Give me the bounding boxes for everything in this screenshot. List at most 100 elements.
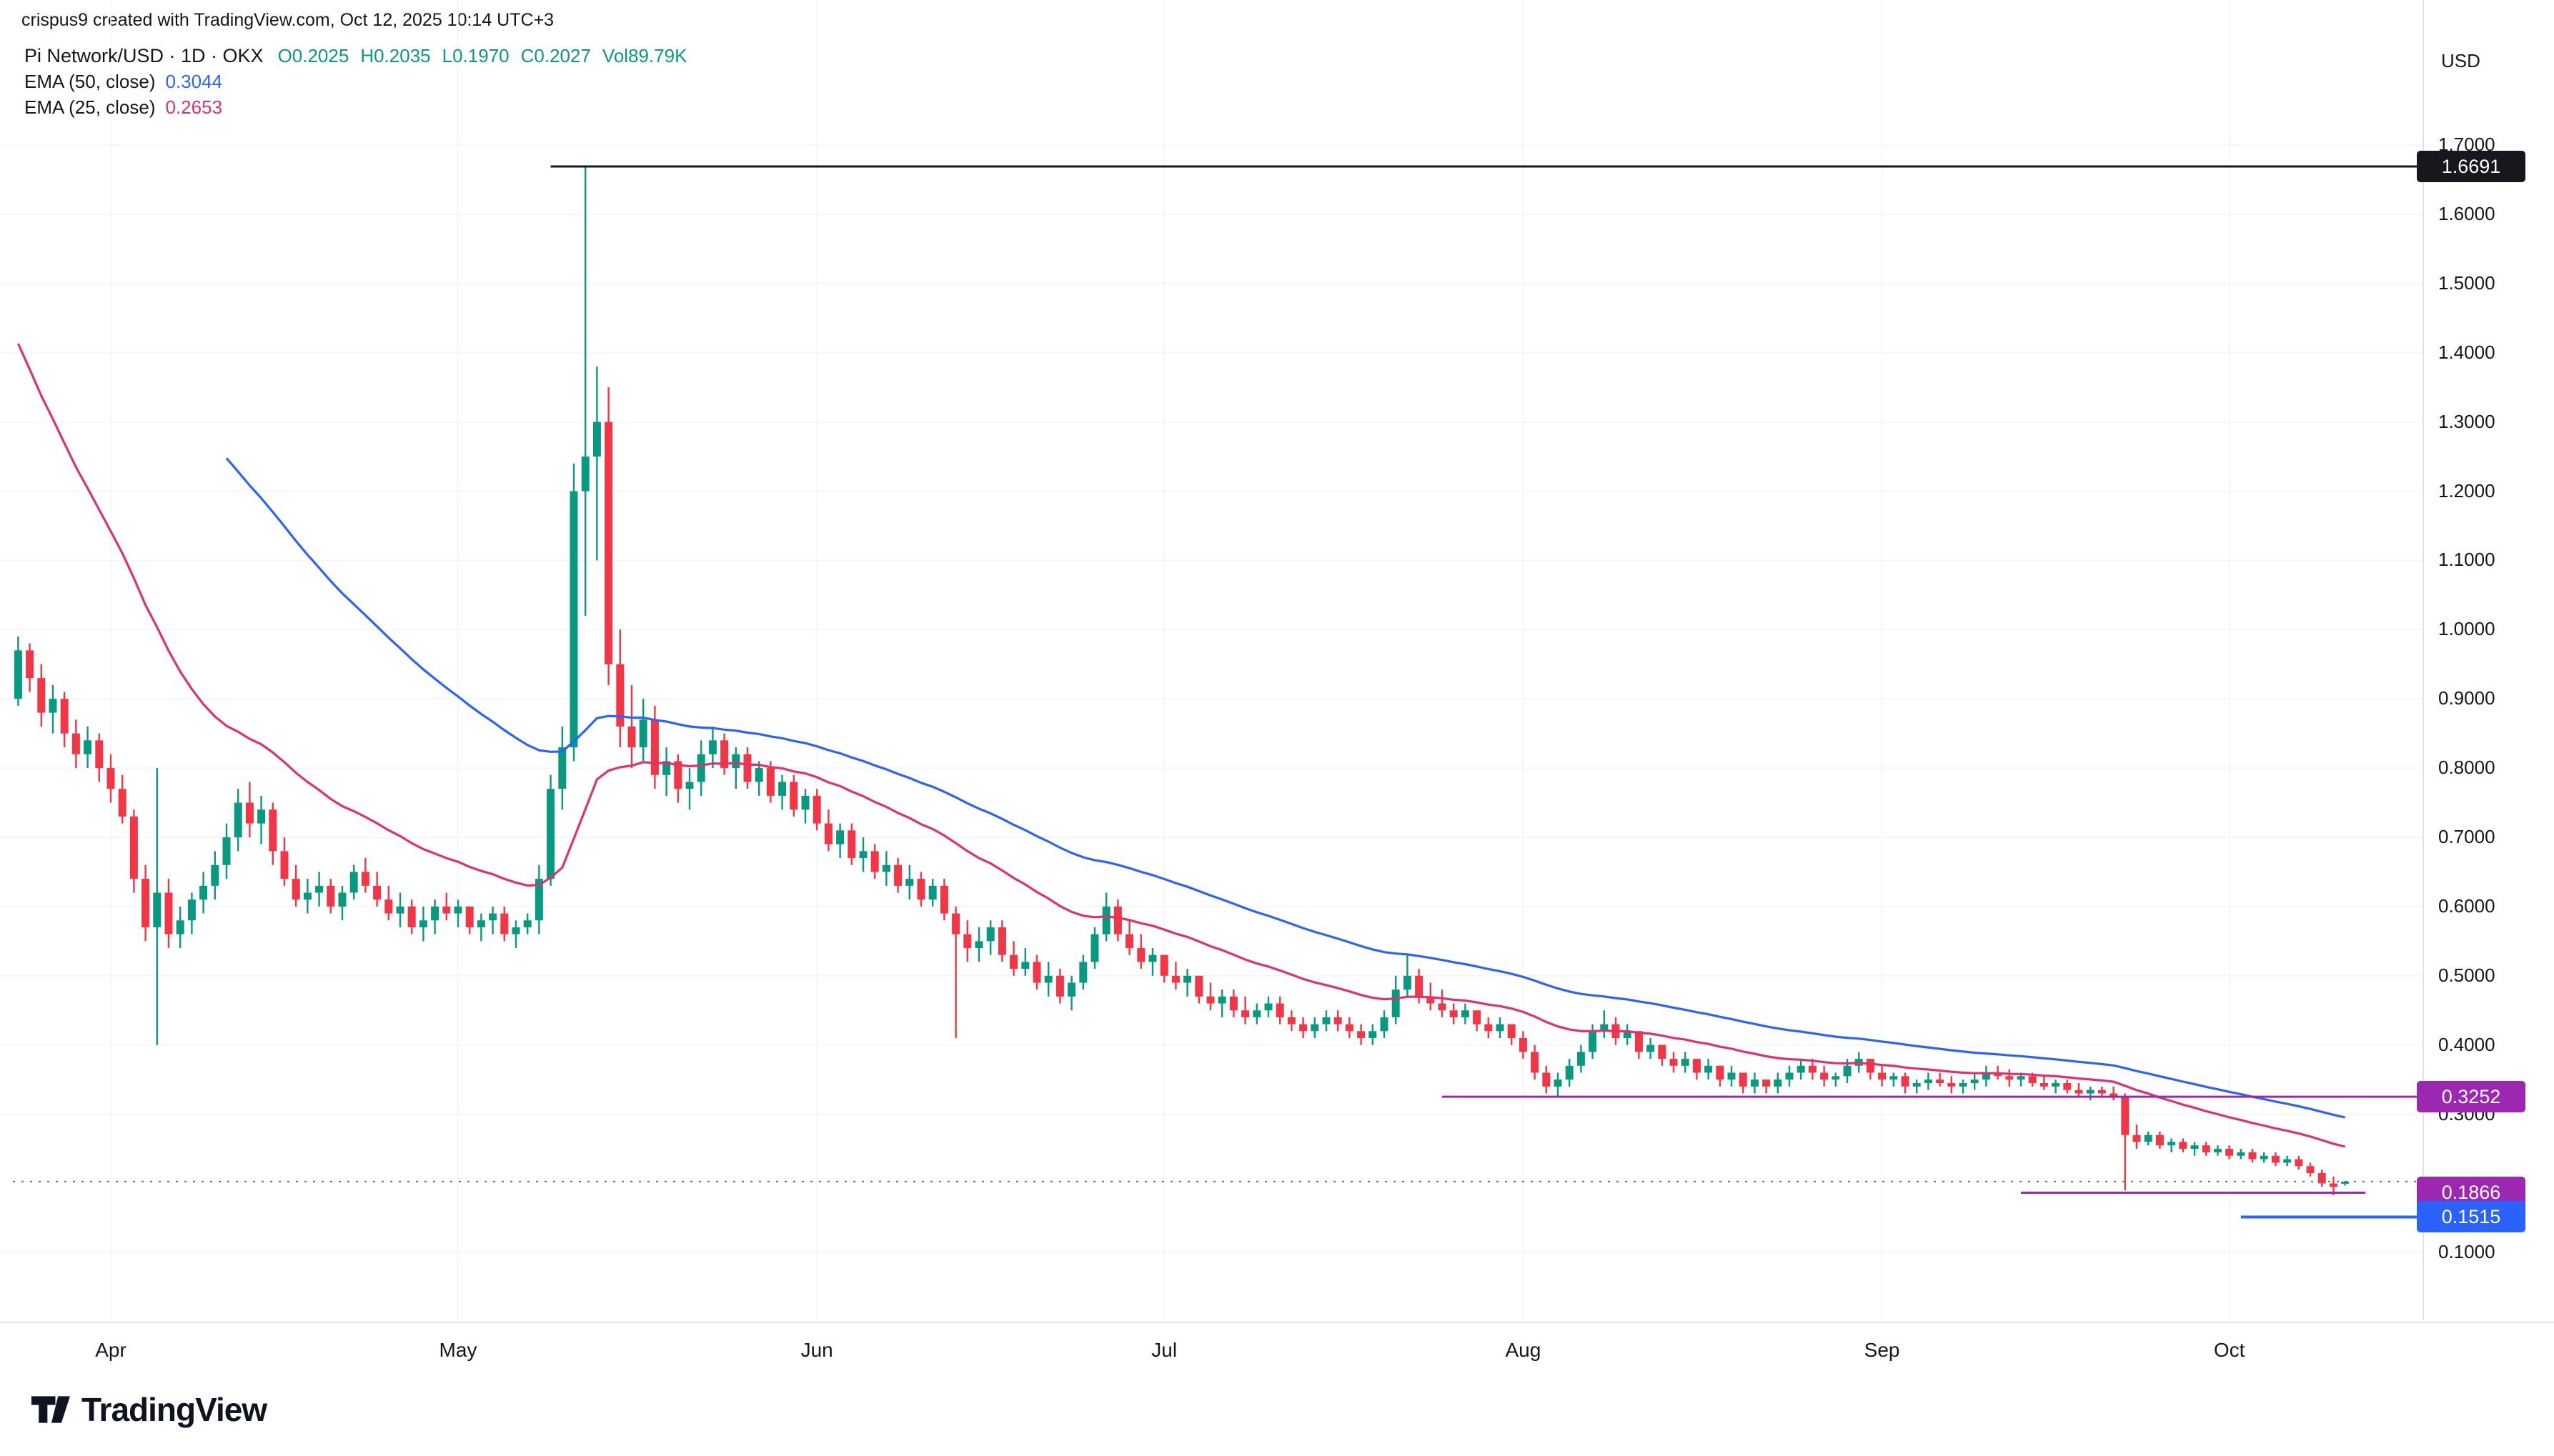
candle-body[interactable] [859,851,868,859]
ema25-row[interactable]: EMA (25, close) 0.2653 [24,94,698,120]
candle-body[interactable] [2028,1076,2037,1083]
candle-body[interactable] [2237,1152,2245,1156]
candle-body[interactable] [743,754,752,782]
candle-body[interactable] [176,920,184,934]
ema-25-line[interactable] [16,343,2345,1148]
candle-body[interactable] [1333,1017,1342,1024]
candle-body[interactable] [234,802,242,837]
candle-body[interactable] [1970,1079,1979,1083]
candle-body[interactable] [1171,975,1180,983]
candle-body[interactable] [1137,948,1146,962]
candle-body[interactable] [1576,1052,1585,1066]
candle-body[interactable] [1912,1082,1921,1087]
candle-body[interactable] [71,733,80,754]
price-line-label-1.6691[interactable]: 1.6691 [2417,150,2525,182]
candle-body[interactable] [1832,1076,1840,1080]
candle-body[interactable] [500,913,509,934]
symbol-row[interactable]: Pi Network/USD · 1D · OKX O0.2025 H0.2035… [24,43,698,69]
candle-body[interactable] [106,768,115,789]
candle-body[interactable] [199,885,208,900]
candle-body[interactable] [211,864,219,886]
candle-body[interactable] [535,879,543,921]
candle-body[interactable] [489,913,497,921]
candle-body[interactable] [419,920,427,927]
candle-body[interactable] [2202,1145,2210,1152]
candle-body[interactable] [465,906,474,927]
candle-body[interactable] [616,664,625,727]
candle-body[interactable] [1311,1024,1319,1032]
candle-body[interactable] [222,837,231,865]
candle-body[interactable] [1218,996,1226,1004]
candle-body[interactable] [257,809,266,824]
candle-body[interactable] [1287,1017,1296,1024]
candle-body[interactable] [84,740,92,754]
time-axis[interactable]: Apr May Jun Jul Aug Sep Oct [0,1322,2554,1402]
candle-body[interactable] [1878,1072,1887,1080]
candle-body[interactable] [2225,1149,2234,1156]
candle-body[interactable] [998,927,1006,955]
candle-body[interactable] [1473,1010,1481,1024]
candle-body[interactable] [431,906,439,921]
candle-body[interactable] [1079,962,1088,983]
price-line-label-0.1515[interactable]: 0.1515 [2417,1201,2525,1233]
candle-body[interactable] [1241,1010,1250,1017]
candle-body[interactable] [118,789,126,817]
candle-body[interactable] [153,892,162,927]
candle-body[interactable] [1148,954,1157,962]
candle-body[interactable] [37,678,46,713]
candle-body[interactable] [2295,1159,2303,1167]
candle-body[interactable] [1102,906,1110,934]
candle-body[interactable] [1646,1044,1655,1052]
candle-body[interactable] [407,906,416,927]
candle-body[interactable] [1982,1072,1990,1080]
candle-body[interactable] [801,795,810,810]
candle-body[interactable] [1426,996,1435,1004]
candle-body[interactable] [581,457,590,492]
candle-body[interactable] [1634,1031,1643,1052]
candle-body[interactable] [1936,1079,1944,1083]
candle-body[interactable] [303,892,312,900]
candle-body[interactable] [2144,1135,2152,1142]
candle-body[interactable] [2213,1149,2222,1152]
price-chart-svg[interactable] [0,0,2423,1320]
candle-body[interactable] [1264,1003,1273,1011]
candle-body[interactable] [1808,1065,1817,1073]
candle-body[interactable] [2086,1089,2095,1094]
candle-body[interactable] [986,927,995,942]
candle-body[interactable] [338,892,347,907]
candle-body[interactable] [2121,1097,2130,1135]
candle-body[interactable] [1496,1024,1504,1032]
candle-body[interactable] [1507,1024,1516,1039]
candle-body[interactable] [1044,975,1053,983]
candle-body[interactable] [1739,1072,1747,1087]
candle-body[interactable] [2179,1142,2187,1150]
price-line-label-0.3252[interactable]: 0.3252 [2417,1081,2525,1113]
candle-body[interactable] [2074,1089,2083,1094]
candle-body[interactable] [1669,1059,1678,1066]
candle-body[interactable] [1589,1031,1597,1052]
candle-body[interactable] [1195,975,1203,997]
candle-body[interactable] [1901,1076,1909,1087]
candle-body[interactable] [732,754,740,769]
candle-body[interactable] [813,795,821,824]
candle-body[interactable] [1276,1003,1284,1017]
candle-body[interactable] [882,864,890,872]
candle-body[interactable] [384,899,393,914]
candle-body[interactable] [1947,1082,1956,1087]
candle-body[interactable] [1229,996,1238,1011]
candle-body[interactable] [1461,1010,1469,1017]
candle-body[interactable] [2155,1135,2164,1146]
candle-body[interactable] [2190,1145,2199,1150]
candle-body[interactable] [60,699,69,734]
chart-canvas[interactable] [0,0,2423,1320]
candle-body[interactable] [1126,934,1134,949]
candle-body[interactable] [2063,1082,2072,1090]
candle-body[interactable] [315,885,324,893]
candle-body[interactable] [1704,1065,1713,1073]
candle-body[interactable] [940,885,948,914]
candle-body[interactable] [1692,1059,1701,1073]
candle-body[interactable] [245,802,254,824]
candle-body[interactable] [1820,1072,1829,1080]
candle-body[interactable] [2097,1089,2106,1094]
candle-body[interactable] [755,768,763,782]
